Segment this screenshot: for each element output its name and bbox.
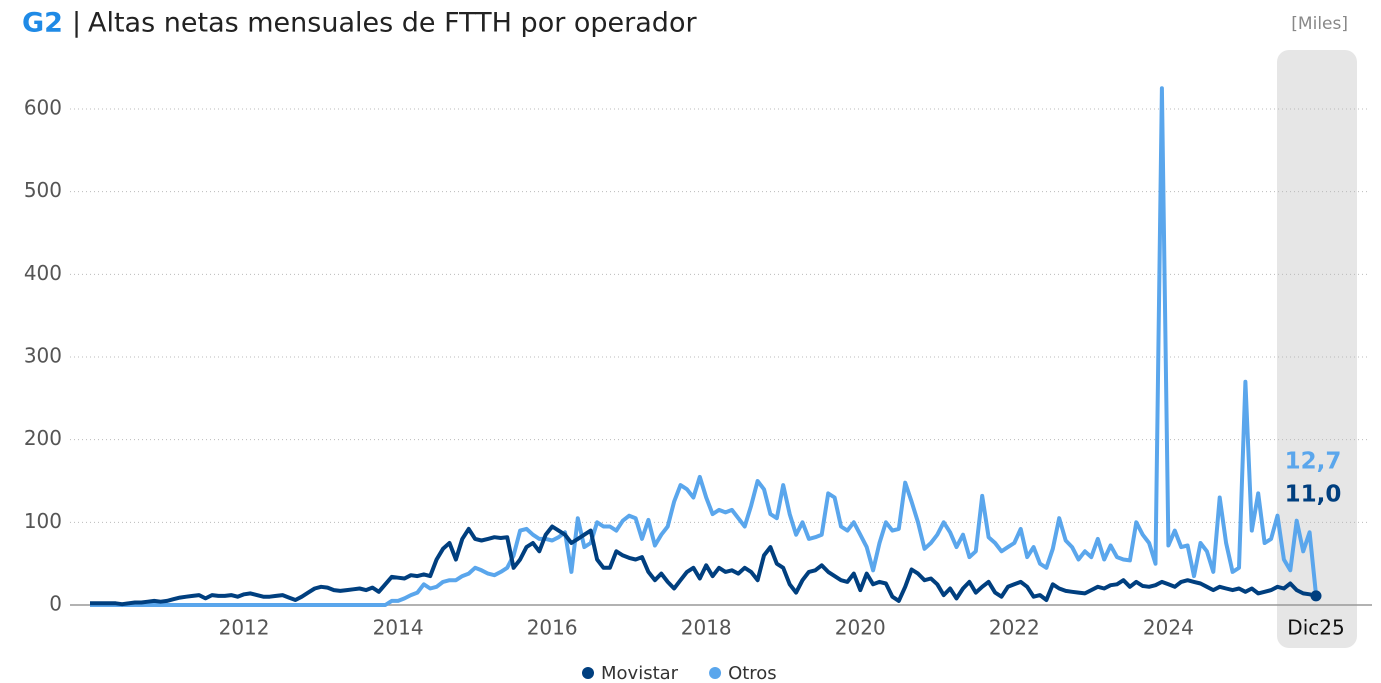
plot: 12,7 11,0 bbox=[90, 86, 1342, 607]
y-tick-label: 300 bbox=[24, 344, 62, 368]
x-tick-label: 2016 bbox=[527, 616, 578, 640]
unit-label: [Miles] bbox=[1291, 14, 1348, 34]
series-line bbox=[90, 86, 1318, 607]
x-tick-label: 2024 bbox=[1143, 616, 1194, 640]
y-tick-label: 500 bbox=[24, 178, 62, 202]
legend-marker bbox=[709, 667, 722, 679]
x-tick-label: 2020 bbox=[835, 616, 886, 640]
legend-label: Movistar bbox=[601, 663, 679, 683]
chart-title: Altas netas mensuales de FTTH por operad… bbox=[88, 8, 697, 39]
x-tick-label: 2018 bbox=[681, 616, 732, 640]
title-separator: | bbox=[72, 8, 81, 39]
legend-marker bbox=[582, 667, 594, 679]
grid: 0 100 200 300 400 500 600 2012 2014 2016 2018 2020 2… bbox=[24, 96, 1372, 640]
y-tick-label: 0 bbox=[49, 592, 62, 616]
x-tick-label: Dic25 bbox=[1287, 616, 1344, 640]
series-line bbox=[90, 524, 1317, 607]
y-tick-label: 100 bbox=[24, 509, 62, 533]
x-tick-label: 2014 bbox=[373, 616, 424, 640]
legend: Movistar Otros bbox=[582, 663, 777, 683]
legend-label: Otros bbox=[728, 663, 777, 683]
y-tick-label: 600 bbox=[24, 96, 62, 120]
chart-tag: G2 bbox=[22, 8, 63, 39]
y-tick-label: 400 bbox=[24, 261, 62, 285]
highlight-band bbox=[1277, 50, 1357, 648]
x-tick-label: 2022 bbox=[989, 616, 1040, 640]
end-point bbox=[1310, 590, 1322, 602]
end-label: 12,7 bbox=[1285, 449, 1342, 475]
end-label: 11,0 bbox=[1285, 482, 1342, 508]
y-tick-label: 200 bbox=[24, 426, 62, 450]
x-tick-label: 2012 bbox=[219, 616, 270, 640]
